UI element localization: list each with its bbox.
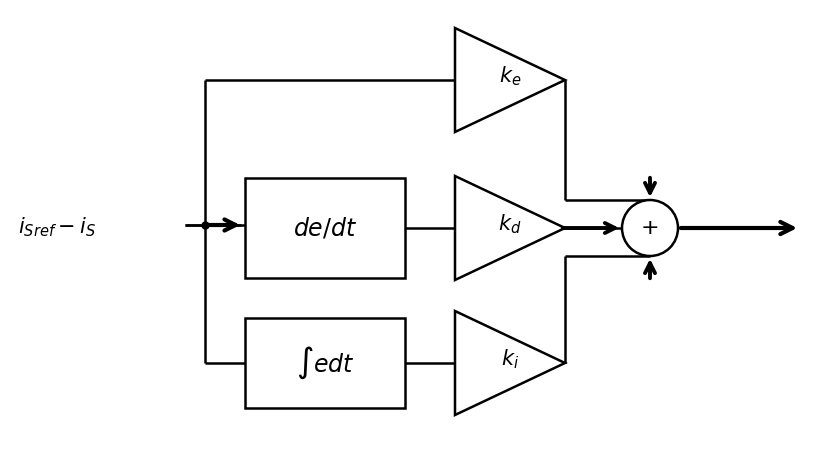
Text: $k_e$: $k_e$: [499, 64, 521, 88]
Polygon shape: [455, 176, 565, 280]
Circle shape: [622, 200, 678, 256]
Bar: [245, 178, 405, 278]
Bar: [245, 318, 405, 408]
Polygon shape: [455, 28, 565, 132]
Text: $\int edt$: $\int edt$: [295, 345, 355, 381]
Text: $k_i$: $k_i$: [501, 347, 519, 371]
Polygon shape: [455, 311, 565, 415]
Text: $k_d$: $k_d$: [498, 212, 522, 236]
Text: +: +: [640, 218, 659, 238]
Text: $de/dt$: $de/dt$: [293, 216, 357, 241]
Text: $i_{Sref}-i_S$: $i_{Sref}-i_S$: [18, 215, 96, 239]
